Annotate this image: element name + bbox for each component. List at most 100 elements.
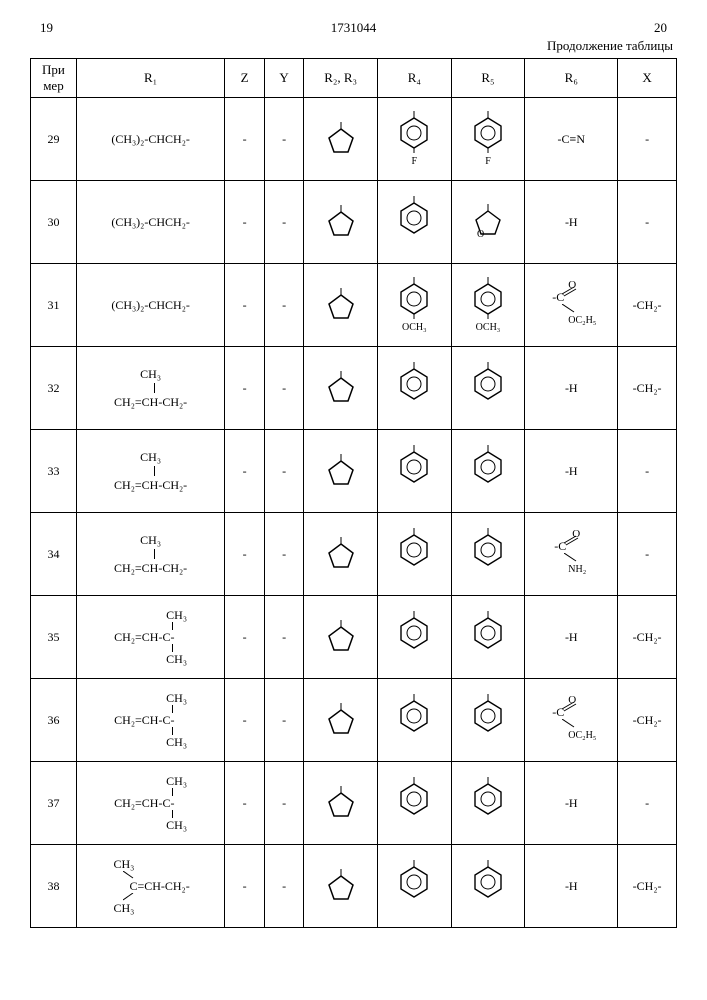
- svg-text:O: O: [477, 229, 484, 240]
- cell-r4: [377, 596, 451, 679]
- cell-r4: F: [377, 98, 451, 181]
- cell-r6: -H: [525, 762, 618, 845]
- cell-r6: -H: [525, 430, 618, 513]
- cell-z: -: [225, 596, 265, 679]
- cell-x: -: [618, 762, 677, 845]
- cyclopentyl-icon: [325, 537, 357, 571]
- cell-r5: [451, 513, 525, 596]
- doc-number: 1731044: [331, 20, 377, 36]
- cell-r1: CH₃CH₂=CH-C-CH₃: [76, 762, 224, 845]
- cell-r4: [377, 181, 451, 264]
- cell-y: -: [264, 264, 304, 347]
- phenyl-icon: [394, 777, 434, 825]
- col-header-y: Y: [264, 59, 304, 98]
- cell-r1: (CH₃)₂-CHCH₂-: [76, 98, 224, 181]
- cell-y: -: [264, 596, 304, 679]
- cell-r4: [377, 679, 451, 762]
- cell-y: -: [264, 98, 304, 181]
- cell-r4: [377, 513, 451, 596]
- cell-r23: [304, 430, 378, 513]
- cell-r1: CH₃C=CH-CH₂-CH₃: [76, 845, 224, 928]
- cell-z: -: [225, 430, 265, 513]
- cell-z: -: [225, 181, 265, 264]
- cell-r6: -C≡N: [525, 98, 618, 181]
- cell-r23: [304, 762, 378, 845]
- cell-x: -CH₂-: [618, 845, 677, 928]
- cell-y: -: [264, 762, 304, 845]
- col-header-z: Z: [225, 59, 265, 98]
- phenyl-icon: [468, 860, 508, 908]
- page-left: 19: [40, 20, 53, 36]
- cyclopentyl-icon: [325, 620, 357, 654]
- page-right: 20: [654, 20, 667, 36]
- table-row: 37CH₃CH₂=CH-C-CH₃---H-: [31, 762, 677, 845]
- cell-r23: [304, 679, 378, 762]
- continuation-label: Продолжение таблицы: [30, 38, 677, 54]
- cell-r23: [304, 347, 378, 430]
- furyl-icon: O: [470, 204, 506, 240]
- cell-r4: [377, 347, 451, 430]
- table-row: 31(CH₃)₂-CHCH₂---OCH₃OCH₃O-COC₂H₅-CH₂-: [31, 264, 677, 347]
- cell-x: -: [618, 513, 677, 596]
- cell-r1: (CH₃)₂-CHCH₂-: [76, 264, 224, 347]
- phenyl-icon: [468, 777, 508, 825]
- cell-example: 38: [31, 845, 77, 928]
- cell-r1: CH₃CH₂=CH-CH₂-: [76, 347, 224, 430]
- cell-r5: OCH₃: [451, 264, 525, 347]
- table-row: 29(CH₃)₂-CHCH₂---FF-C≡N-: [31, 98, 677, 181]
- cell-r23: [304, 513, 378, 596]
- cell-example: 34: [31, 513, 77, 596]
- col-header-example: При мер: [31, 59, 77, 98]
- phenyl-icon: [468, 445, 508, 493]
- table-header-row: При мер R₁ Z Y R₂, R₃ R₄ R₅ R₆ X: [31, 59, 677, 98]
- cell-r1: CH₃CH₂=CH-CH₂-: [76, 513, 224, 596]
- phenyl-icon: [394, 445, 434, 493]
- cell-example: 30: [31, 181, 77, 264]
- cell-x: -: [618, 98, 677, 181]
- cell-x: -CH₂-: [618, 347, 677, 430]
- cell-z: -: [225, 347, 265, 430]
- cell-example: 36: [31, 679, 77, 762]
- cell-r6: O-COC₂H₅: [525, 679, 618, 762]
- cell-r23: [304, 264, 378, 347]
- cyclopentyl-icon: [325, 288, 357, 322]
- cell-r4: [377, 430, 451, 513]
- cell-example: 31: [31, 264, 77, 347]
- cell-r23: [304, 845, 378, 928]
- col-header-r1: R₁: [76, 59, 224, 98]
- col-header-r6: R₆: [525, 59, 618, 98]
- cell-y: -: [264, 430, 304, 513]
- phenyl-icon: [468, 611, 508, 659]
- phenyl-icon: [394, 611, 434, 659]
- cyclopentyl-icon: [325, 371, 357, 405]
- cell-r1: CH₃CH₂=CH-CH₂-: [76, 430, 224, 513]
- cell-r6: -H: [525, 181, 618, 264]
- cell-z: -: [225, 762, 265, 845]
- phenyl-icon: [394, 860, 434, 908]
- cell-r5: [451, 762, 525, 845]
- table-row: 38CH₃C=CH-CH₂-CH₃---H-CH₂-: [31, 845, 677, 928]
- col-header-x: X: [618, 59, 677, 98]
- cell-r5: [451, 596, 525, 679]
- table-row: 35CH₃CH₂=CH-C-CH₃---H-CH₂-: [31, 596, 677, 679]
- phenyl-icon: [394, 528, 434, 576]
- cell-y: -: [264, 679, 304, 762]
- cyclopentyl-icon: [325, 454, 357, 488]
- phenyl-icon: [394, 277, 434, 325]
- phenyl-icon: [468, 528, 508, 576]
- cyclopentyl-icon: [325, 786, 357, 820]
- cyclopentyl-icon: [325, 122, 357, 156]
- cell-r6: O-COC₂H₅: [525, 264, 618, 347]
- cell-r4: [377, 845, 451, 928]
- cell-r5: [451, 845, 525, 928]
- cyclopentyl-icon: [325, 869, 357, 903]
- table-row: 36CH₃CH₂=CH-C-CH₃--O-COC₂H₅-CH₂-: [31, 679, 677, 762]
- cell-r5: F: [451, 98, 525, 181]
- table-row: 33CH₃CH₂=CH-CH₂----H-: [31, 430, 677, 513]
- cell-r4: [377, 762, 451, 845]
- cell-r23: [304, 181, 378, 264]
- cell-example: 33: [31, 430, 77, 513]
- cell-r5: [451, 430, 525, 513]
- cell-example: 37: [31, 762, 77, 845]
- cyclopentyl-icon: [325, 703, 357, 737]
